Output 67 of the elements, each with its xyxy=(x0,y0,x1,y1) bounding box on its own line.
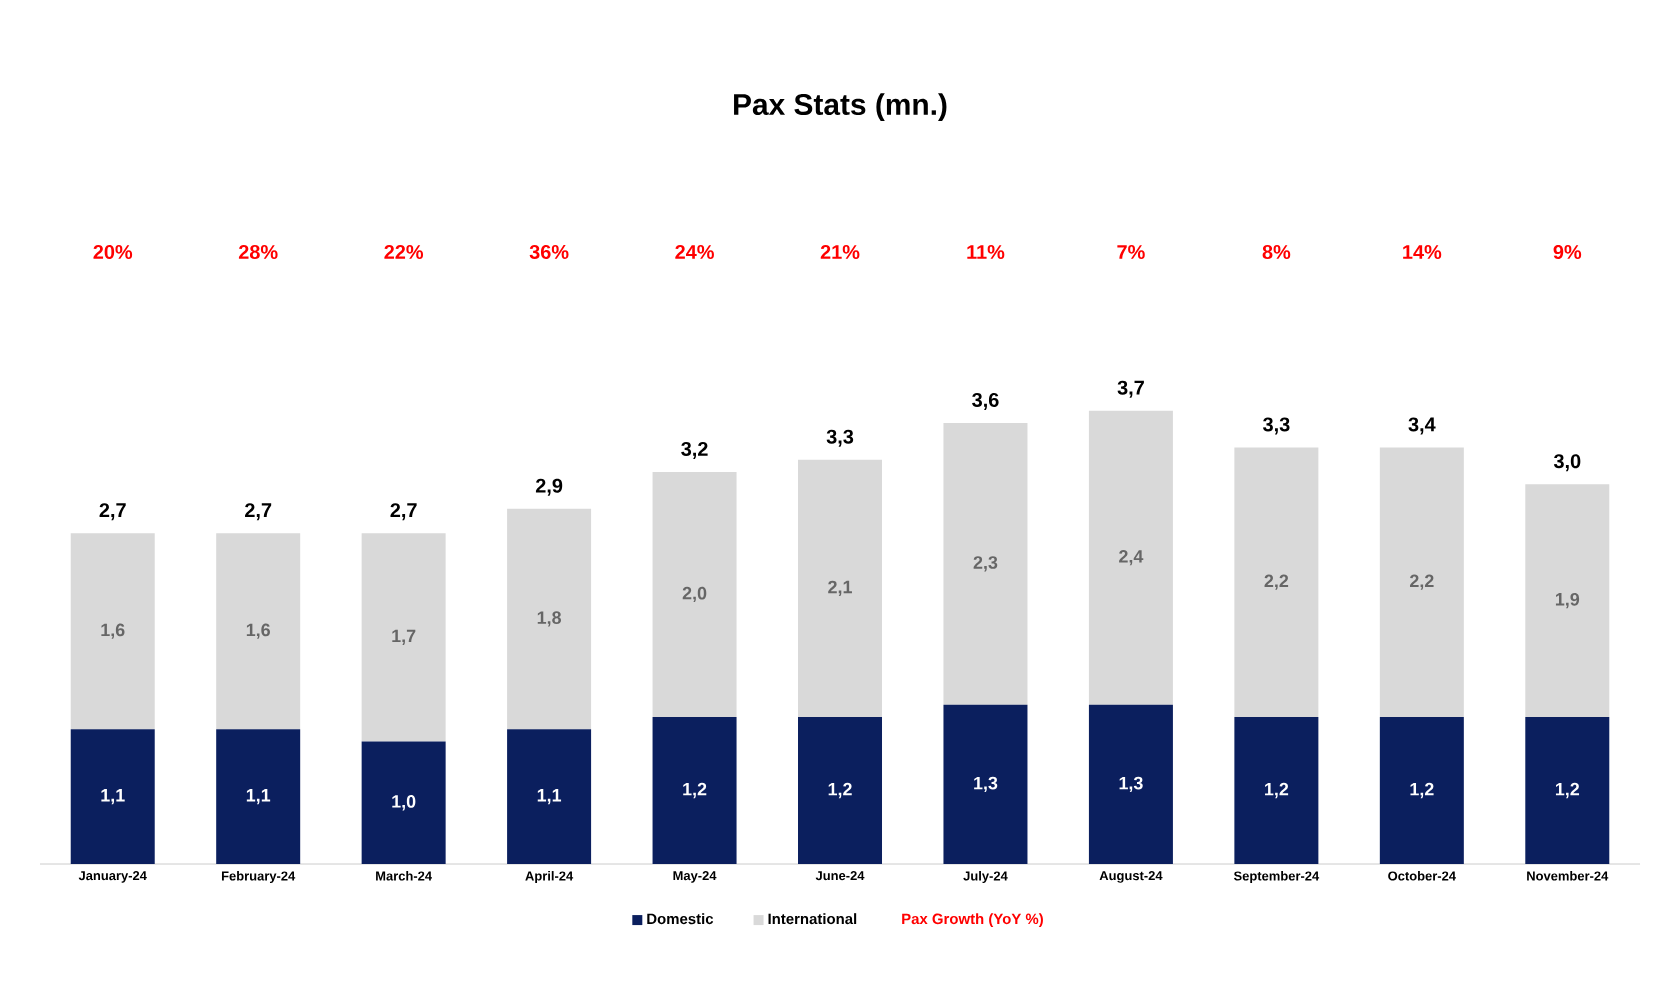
data-label: 1,2 xyxy=(1265,782,1289,799)
bar xyxy=(798,716,883,864)
bar xyxy=(798,459,883,717)
bar xyxy=(507,508,592,730)
text: 20% xyxy=(93,244,133,260)
data-label: 1,6 xyxy=(246,623,270,639)
data-label: 2,4 xyxy=(1119,550,1144,566)
data-label: 1,7 xyxy=(392,629,416,645)
bar xyxy=(1088,704,1173,864)
total-label: 2,7 xyxy=(390,503,417,521)
data-label: 1,3 xyxy=(1119,776,1143,793)
text: 36% xyxy=(529,244,569,260)
data-label: 2,2 xyxy=(1264,574,1289,590)
bar xyxy=(1525,716,1610,864)
data-label: 1,8 xyxy=(537,611,562,627)
bar xyxy=(216,533,301,730)
total-label: 3,6 xyxy=(972,392,999,410)
chart-title: Pax Stats (mn.) xyxy=(734,93,947,121)
data-label: 1,0 xyxy=(392,795,416,811)
data-label: 2,0 xyxy=(682,586,707,603)
data-label: 1,2 xyxy=(683,782,707,799)
total-label: 2,9 xyxy=(535,478,563,496)
data-label: 1,6 xyxy=(101,623,125,639)
total-label: 3,0 xyxy=(1553,454,1581,472)
data-label: 1,1 xyxy=(101,789,125,805)
bar xyxy=(652,471,737,717)
bar xyxy=(361,533,446,742)
total-label: 3,2 xyxy=(681,441,708,459)
text: 9% xyxy=(1553,244,1582,260)
bar xyxy=(216,729,301,864)
data-label: 2,2 xyxy=(1409,574,1434,590)
bar xyxy=(361,741,446,864)
text: 21% xyxy=(820,244,860,260)
text: 14% xyxy=(1403,244,1442,259)
bar xyxy=(1379,716,1464,864)
bar xyxy=(70,533,155,730)
text: 24% xyxy=(675,244,714,260)
text: 8% xyxy=(1262,244,1291,260)
bar xyxy=(1525,484,1610,717)
bar xyxy=(70,729,155,864)
total-label: 3,4 xyxy=(1408,417,1436,435)
total-label: 2,7 xyxy=(245,503,272,521)
text: 22% xyxy=(384,244,424,260)
bar xyxy=(652,716,737,864)
bar xyxy=(1088,410,1173,705)
bar xyxy=(507,729,592,864)
data-label: 1,2 xyxy=(1555,782,1580,799)
text: 7% xyxy=(1117,244,1145,259)
bar xyxy=(1234,447,1319,717)
data-label: 1,2 xyxy=(1410,782,1434,799)
bar xyxy=(1379,447,1464,717)
bar xyxy=(943,422,1028,705)
data-label: 1,1 xyxy=(246,789,271,805)
bar xyxy=(943,704,1028,864)
data-label: 1,2 xyxy=(828,782,852,799)
total-label: 2,7 xyxy=(99,503,126,521)
data-label: 2,1 xyxy=(828,580,852,596)
data-label: 1,1 xyxy=(537,789,562,805)
bar xyxy=(1234,716,1319,864)
data-label: 1,9 xyxy=(1555,592,1580,609)
total-label: 3,3 xyxy=(1263,417,1290,435)
data-label: 2,3 xyxy=(973,556,998,572)
total-label: 3,7 xyxy=(1117,380,1144,398)
data-label: 1,3 xyxy=(974,776,998,793)
text: 28% xyxy=(238,244,278,260)
total-label: 3,3 xyxy=(826,429,854,447)
text: 11% xyxy=(967,244,1005,259)
